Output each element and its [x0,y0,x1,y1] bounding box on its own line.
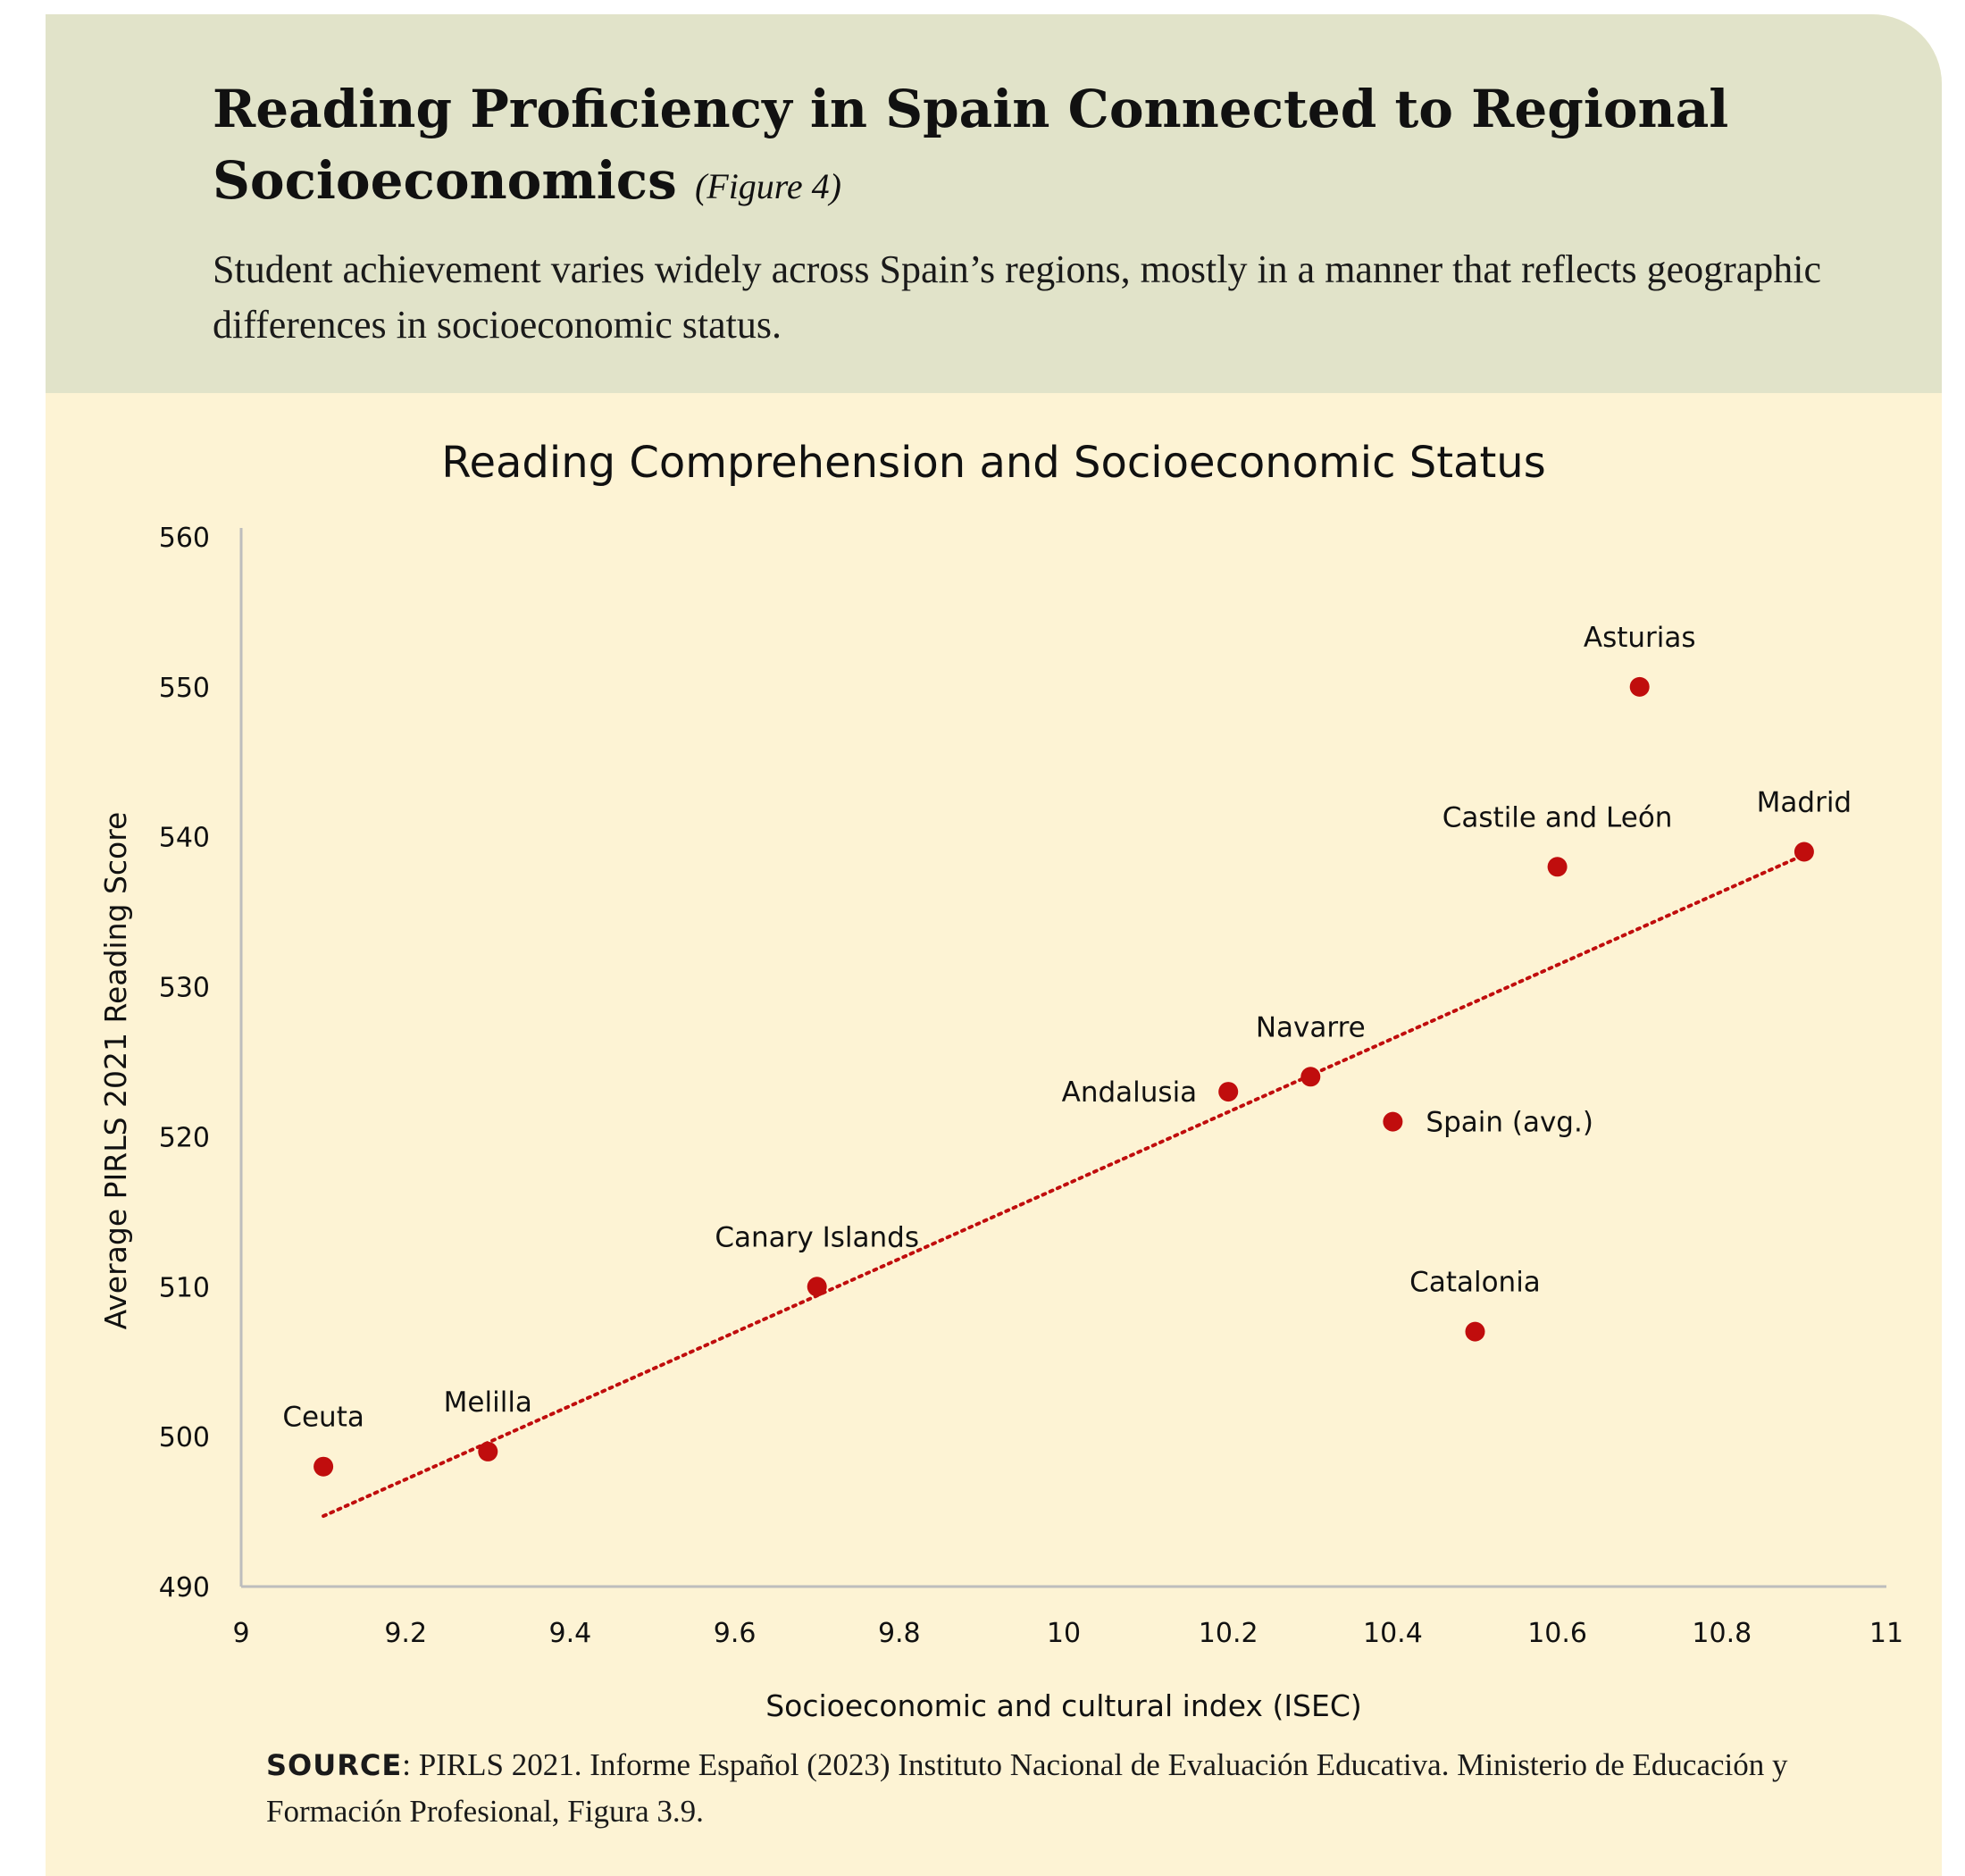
x-axis-label: Socioeconomic and cultural index (ISEC) [765,1688,1362,1723]
x-tick-label: 9.8 [878,1618,921,1649]
trendline [322,852,1806,1519]
y-tick-label: 490 [159,1572,210,1604]
x-tick-label: 9.2 [384,1618,427,1649]
y-tick-label: 500 [159,1422,210,1453]
data-points: Ceuta Melilla Canary Islands Andalusia Navar… [282,622,1852,1477]
x-tick-label: 9.6 [714,1618,757,1649]
trendline-path [322,852,1806,1519]
x-tick-label: 9.4 [549,1618,592,1649]
source-note: SOURCE: PIRLS 2021. Informe Español (202… [266,1742,1892,1835]
point-label: Castile and León [1442,801,1673,833]
y-tick-label: 560 [159,523,210,554]
point-label: Asturias [1584,622,1696,654]
figure-tag: (Figure 4) [694,166,841,206]
axes: 9 9.2 9.4 9.6 9.8 10 10.2 10.4 10.6 10.8 11 490 500 5… [159,523,1903,1649]
data-point [1794,842,1814,862]
figure-subtitle: Student achievement varies widely across… [213,247,1822,347]
data-point [1383,1111,1403,1132]
y-tick-label: 520 [159,1122,210,1153]
scatter-plot: 9 9.2 9.4 9.6 9.8 10 10.2 10.4 10.6 10.8 11 490 500 5… [98,523,1903,1723]
point-label: Navarre [1256,1011,1366,1043]
point-label: Ceuta [282,1402,364,1434]
figure-header: Reading Proficiency in Spain Connected t… [46,14,1942,393]
x-tick-label: 10.8 [1692,1618,1752,1649]
point-label: Catalonia [1409,1267,1541,1299]
x-tick-label: 10.4 [1363,1618,1423,1649]
source-text: : PIRLS 2021. Informe Español (2023) Ins… [266,1747,1788,1829]
y-axis-label: Average PIRLS 2021 Reading Score [98,812,133,1330]
y-tick-label: 550 [159,673,210,704]
data-point [1629,676,1650,697]
figure-title-text: Reading Proficiency in Spain Connected t… [213,79,1729,211]
data-point [1465,1321,1485,1342]
point-label: Andalusia [1062,1076,1198,1109]
x-tick-label: 10.2 [1199,1618,1258,1649]
x-tick-label: 10.6 [1527,1618,1587,1649]
x-tick-label: 11 [1869,1618,1903,1649]
data-point [1300,1067,1321,1087]
data-point [1547,857,1568,877]
y-tick-label: 530 [159,973,210,1004]
chart-title: Reading Comprehension and Socioeconomic … [441,438,1546,488]
x-tick-label: 9 [232,1618,249,1649]
y-tick-label: 510 [159,1272,210,1303]
point-label: Spain (avg.) [1426,1107,1593,1139]
data-point [807,1277,827,1297]
x-tick-label: 10 [1047,1618,1081,1649]
data-point [1218,1082,1239,1102]
source-label: SOURCE [266,1748,403,1782]
y-tick-label: 540 [159,823,210,854]
point-label: Madrid [1757,787,1852,819]
data-point [478,1441,498,1461]
point-label: Canary Islands [715,1221,919,1253]
figure-card: Reading Proficiency in Spain Connected t… [46,14,1942,1876]
figure-title: Reading Proficiency in Spain Connected t… [213,73,1865,222]
data-point [314,1456,334,1477]
point-label: Melilla [444,1386,532,1419]
